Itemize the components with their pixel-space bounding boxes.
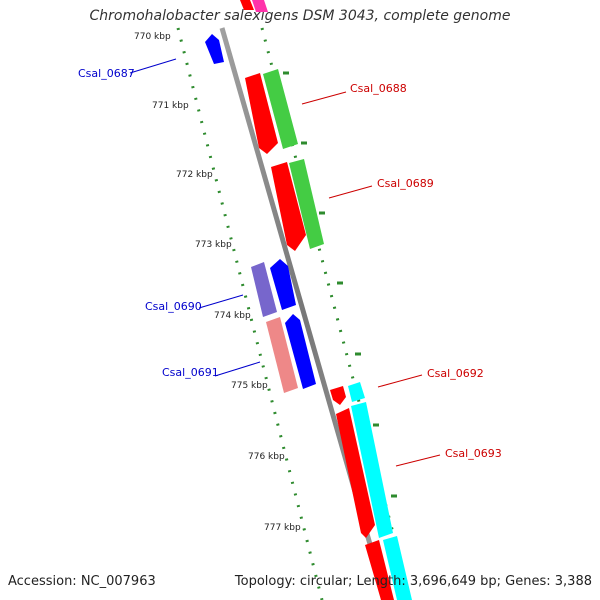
scale-tick-label: 777 kbp: [264, 523, 301, 533]
gene-label-Csal_0687[interactable]: Csal_0687: [78, 67, 135, 80]
gene-label-Csal_0689[interactable]: Csal_0689: [377, 177, 434, 190]
gene-label-Csal_0688[interactable]: Csal_0688: [350, 82, 407, 95]
cog-Csal_0689: [289, 159, 324, 249]
outer-dash-marks: [283, 71, 397, 498]
gene-Csal_0689[interactable]: [271, 162, 306, 251]
scale-tick-label: 770 kbp: [134, 32, 171, 42]
gene-label-Csal_0690[interactable]: Csal_0690: [145, 300, 202, 313]
genome-stats-text: Topology: circular; Length: 3,696,649 bp…: [234, 574, 592, 589]
cog-Csal_0688: [263, 69, 298, 149]
gene-partial-forward-bottom: [365, 540, 394, 600]
cog-Csal_0692: [348, 382, 365, 402]
scale-tick-label: 772 kbp: [176, 170, 213, 180]
gene-Csal_0691[interactable]: [285, 314, 316, 389]
scale-tick-label: 776 kbp: [248, 452, 285, 462]
gene-Csal_0688[interactable]: [245, 73, 278, 154]
gene-Csal_0687[interactable]: [205, 34, 224, 64]
cog-partial-bottom: [383, 536, 412, 600]
cog-Csal_0690: [251, 262, 277, 317]
gene-partial-forward-top: [240, 0, 254, 10]
scale-tick-labels: 770 kbp 771 kbp 772 kbp 773 kbp 774 kbp …: [134, 32, 301, 533]
scale-tick-label: 771 kbp: [152, 101, 189, 111]
scale-tick-label: 774 kbp: [214, 311, 251, 321]
gene-label-Csal_0693[interactable]: Csal_0693: [445, 447, 502, 460]
gene-leader-lines: [129, 58, 441, 467]
gene-labels: Csal_0687 Csal_0688 Csal_0689 Csal_0690 …: [78, 67, 502, 460]
scale-tick-label: 773 kbp: [195, 240, 232, 250]
gene-Csal_0693[interactable]: [336, 408, 375, 538]
gene-Csal_0692[interactable]: [330, 386, 346, 405]
cog-Csal_0691: [266, 317, 298, 393]
gene-label-Csal_0692[interactable]: Csal_0692: [427, 367, 484, 380]
map-title: Chromohalobacter salexigens DSM 3043, co…: [89, 8, 511, 24]
accession-text: Accession: NC_007963: [8, 574, 156, 589]
cog-Csal_0693: [351, 402, 393, 538]
gene-Csal_0690[interactable]: [270, 259, 296, 310]
gene-label-Csal_0691[interactable]: Csal_0691: [162, 366, 219, 379]
scale-tick-label: 775 kbp: [231, 381, 268, 391]
cog-partial-top: [252, 0, 268, 12]
